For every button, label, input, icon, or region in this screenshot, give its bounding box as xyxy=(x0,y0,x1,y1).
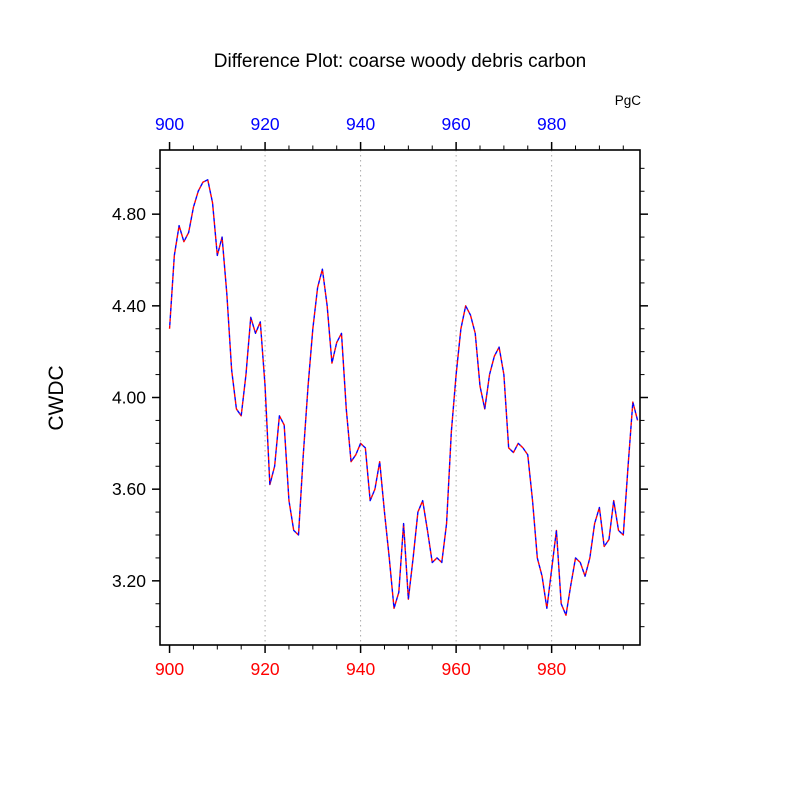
x-tick-label-top: 960 xyxy=(442,114,471,134)
y-tick-label: 4.40 xyxy=(112,296,146,316)
x-tick-label-bottom: 980 xyxy=(537,659,566,679)
difference-curve-blue-dashed xyxy=(168,179,639,616)
x-tick-label-bottom: 960 xyxy=(442,659,471,679)
x-tick-label-top: 900 xyxy=(155,114,184,134)
y-tick-label: 3.60 xyxy=(112,479,146,499)
y-tick-label: 4.00 xyxy=(112,388,146,408)
y-tick-label: 3.20 xyxy=(112,571,146,591)
x-tick-label-top: 980 xyxy=(537,114,566,134)
difference-curve-red-dashed xyxy=(168,179,639,616)
x-tick-label-top: 940 xyxy=(346,114,375,134)
chart-title: Difference Plot: coarse woody debris car… xyxy=(213,51,587,72)
x-tick-label-bottom: 920 xyxy=(250,659,279,679)
x-tick-label-top: 920 xyxy=(250,114,279,134)
x-tick-label-bottom: 900 xyxy=(155,659,184,679)
x-tick-label-bottom: 940 xyxy=(346,659,375,679)
units-label: PgC xyxy=(614,93,641,108)
y-tick-label: 4.80 xyxy=(112,204,146,224)
